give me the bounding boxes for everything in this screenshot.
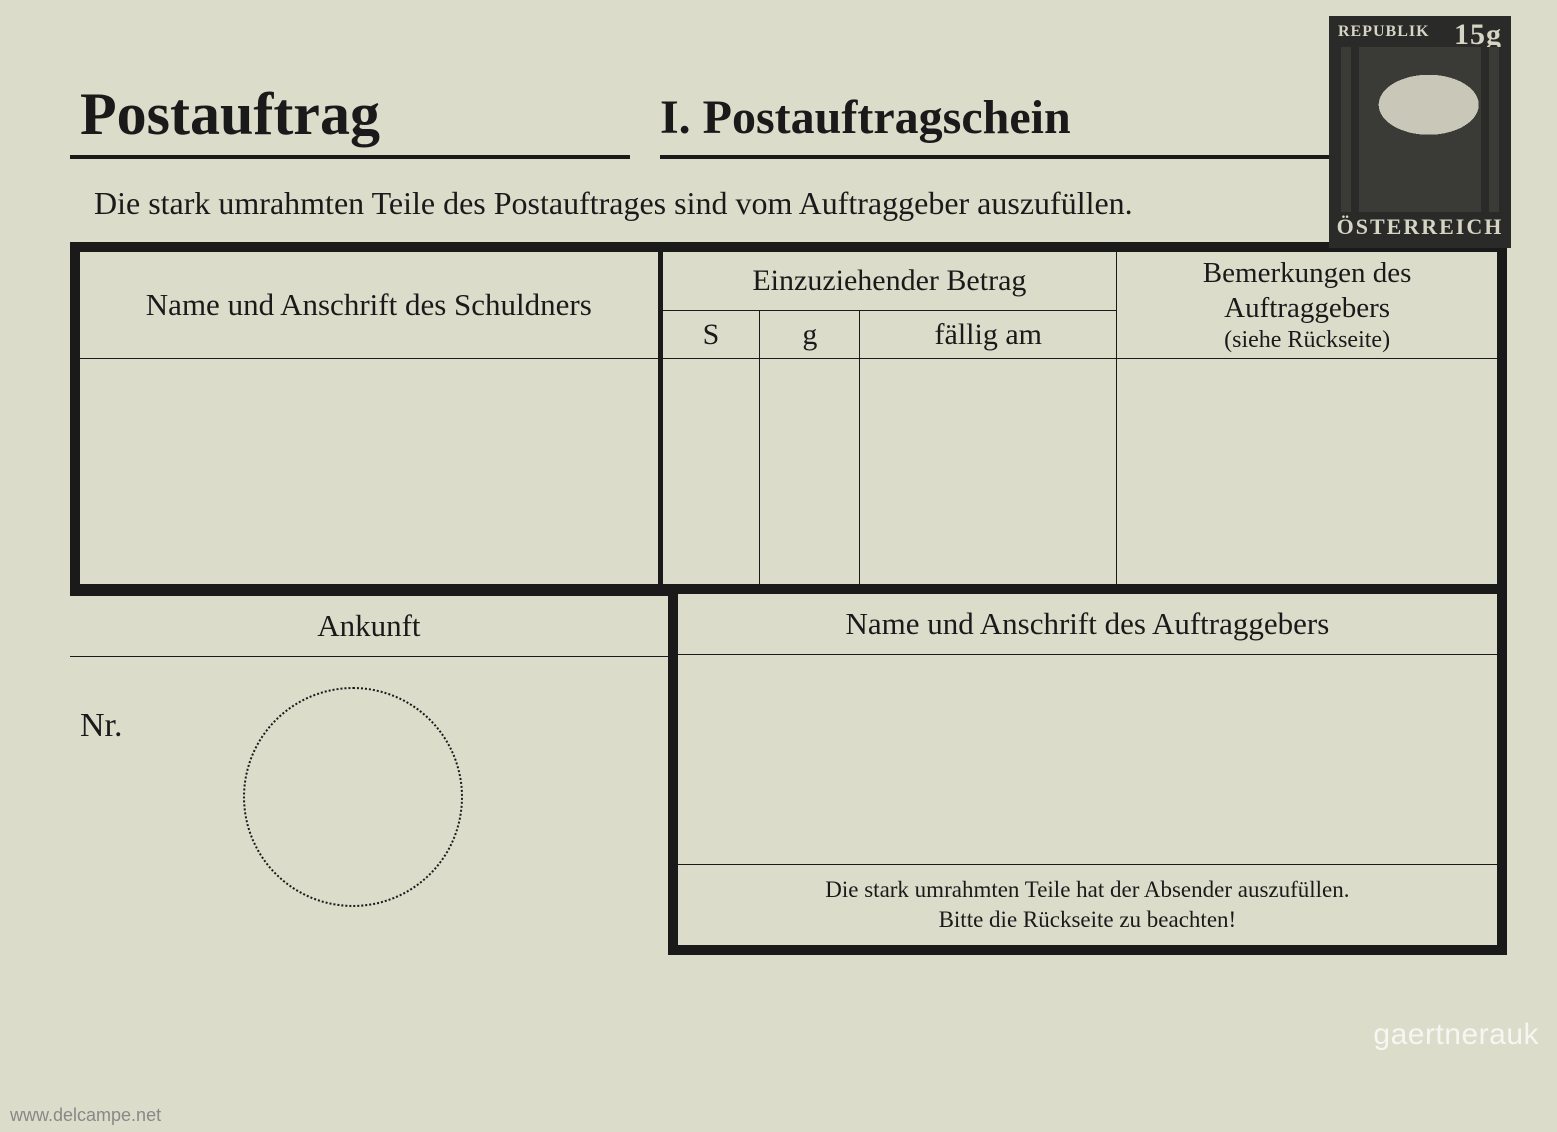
credit-text: www.delcampe.net (10, 1105, 161, 1126)
col-header-bemerkungen: Bemerkungen des Auftraggebers (siehe Rüc… (1117, 247, 1502, 359)
stamp-value: 15g (1454, 23, 1502, 47)
bemerk-small: (siehe Rückseite) (1123, 326, 1491, 355)
instruction-text: Die stark umrahmten Teile des Postauftra… (94, 185, 1507, 222)
field-s[interactable] (660, 359, 760, 589)
watermark-text: gaertnerauk (1373, 1018, 1539, 1052)
sub-header-faellig: fällig am (860, 311, 1117, 359)
col-header-name: Name und Anschrift des Schuldners (75, 247, 660, 359)
stamp-header: REPUBLIK 15g (1333, 20, 1507, 47)
nr-label: Nr. (80, 707, 123, 745)
field-faellig[interactable] (860, 359, 1117, 589)
auftraggeber-header: Name und Anschrift des Auftraggebers (678, 594, 1497, 655)
postal-form-document: REPUBLIK 15g ÖSTERREICH Postauftrag I. P… (0, 0, 1557, 1132)
title-row: Postauftrag I. Postauftragschein (70, 80, 1507, 159)
stamp-illustration (1333, 47, 1507, 212)
field-bemerkungen[interactable] (1117, 359, 1502, 589)
postmark-circle (243, 687, 463, 907)
bemerk-line1: Bemerkungen des (1203, 257, 1412, 289)
field-schuldner[interactable] (75, 359, 660, 589)
ankunft-section: Ankunft Nr. (70, 594, 668, 955)
footer-line2: Bitte die Rückseite zu beachten! (939, 907, 1237, 932)
auftraggeber-section: Name und Anschrift des Auftraggebers Die… (668, 594, 1507, 955)
sub-header-s: S (660, 311, 760, 359)
field-g[interactable] (760, 359, 860, 589)
stamp-bottom-label: ÖSTERREICH (1333, 212, 1507, 244)
col-header-betrag: Einzuziehender Betrag (660, 247, 1117, 311)
postage-stamp: REPUBLIK 15g ÖSTERREICH (1329, 16, 1511, 248)
ankunft-header: Ankunft (70, 596, 668, 657)
nr-row: Nr. (70, 657, 668, 907)
footer-line1: Die stark umrahmten Teile hat der Absend… (825, 877, 1349, 902)
title-postauftrag: Postauftrag (70, 80, 630, 159)
bemerk-line2: Auftraggebers (1224, 292, 1390, 324)
stamp-country-label: REPUBLIK (1338, 23, 1430, 47)
sub-header-g: g (760, 311, 860, 359)
main-form-table: Name und Anschrift des Schuldners Einzuz… (70, 242, 1507, 594)
footer-note: Die stark umrahmten Teile hat der Absend… (678, 865, 1497, 945)
bottom-section: Ankunft Nr. Name und Anschrift des Auftr… (70, 594, 1507, 955)
field-auftraggeber[interactable] (678, 655, 1497, 865)
